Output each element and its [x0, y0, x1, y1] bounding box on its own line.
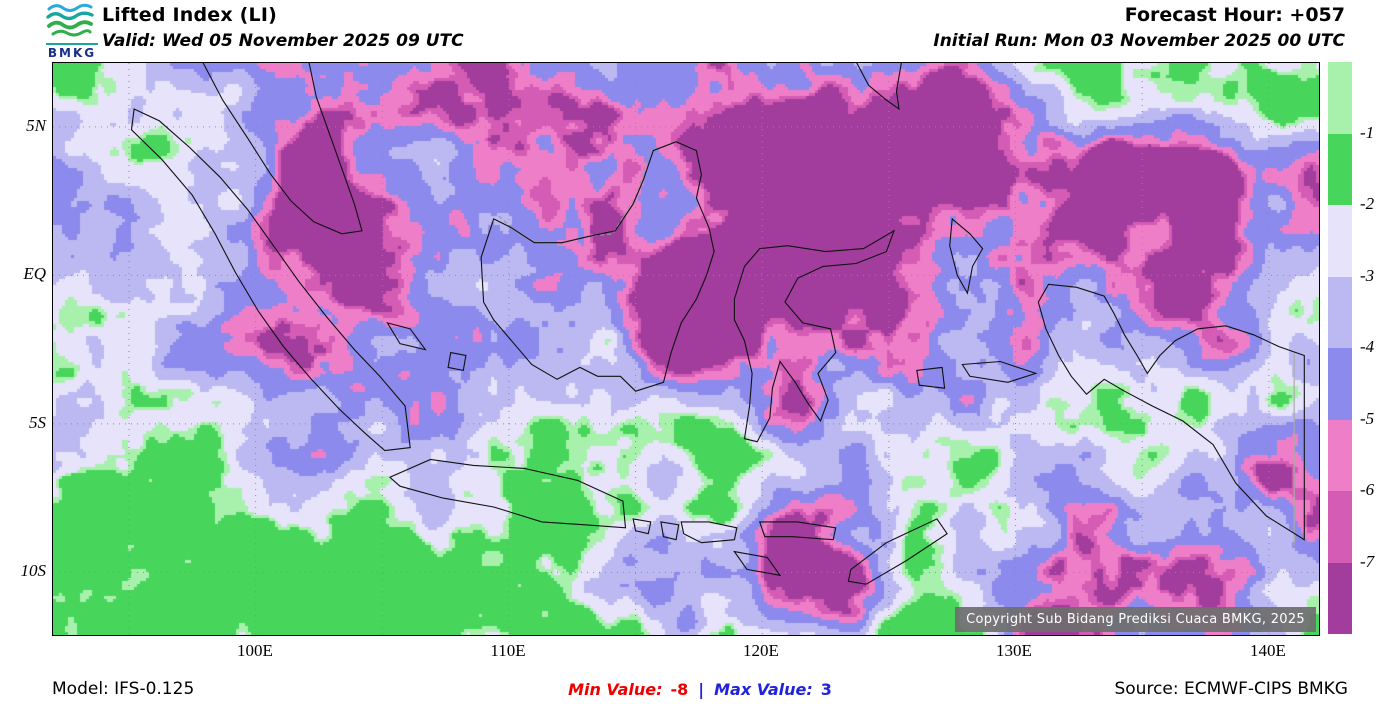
legend-label: -6: [1360, 480, 1375, 499]
lat-label-10s: 10S: [20, 561, 47, 580]
map-path: [1037, 283, 1305, 541]
minmax-separator: |: [698, 680, 705, 699]
page-title: Lifted Index (LI): [102, 4, 277, 26]
copyright-badge: Copyright Sub Bidang Prediksi Cuaca BMKG…: [955, 607, 1316, 632]
map-path: [961, 360, 1038, 383]
legend-label: -2: [1360, 194, 1375, 213]
min-value-label: Min Value:: [568, 680, 663, 699]
model-label: Model: IFS-0.125: [52, 679, 195, 699]
legend-color-block: [1328, 133, 1352, 205]
bmkg-logo: BMKG: [44, 2, 100, 60]
map-path: [856, 63, 902, 111]
map-path: [916, 366, 946, 389]
legend-color-block: [1328, 562, 1352, 634]
lat-label-5n: 5N: [26, 116, 46, 135]
min-value: -8: [670, 680, 689, 699]
logo-divider: [46, 43, 98, 45]
map-path: [498, 144, 672, 247]
legend-label: -1: [1360, 122, 1375, 142]
legend-color-block: [1328, 491, 1352, 563]
map-path: [388, 458, 627, 529]
legend-color-block: [1328, 419, 1352, 491]
lat-label-eq: EQ: [23, 264, 46, 283]
map-path: [758, 521, 837, 541]
map-path: [447, 351, 467, 372]
lat-label-5s: 5S: [29, 413, 46, 432]
map-path: [632, 518, 652, 535]
map-path: [949, 217, 984, 295]
max-value: 3: [820, 680, 832, 699]
map-path: [202, 63, 363, 235]
map-path: [660, 521, 680, 541]
map-path: [733, 550, 782, 577]
legend-label: -7: [1360, 551, 1375, 571]
lon-label-130e: 130E: [996, 641, 1032, 660]
forecast-hour-label: Forecast Hour: +057: [1124, 4, 1345, 26]
bmkg-logo-text: BMKG: [47, 46, 97, 60]
li-field-canvas: [53, 63, 1319, 635]
lon-label-140e: 140E: [1250, 641, 1286, 660]
max-value-label: Max Value:: [714, 680, 813, 699]
legend-color-block: [1328, 348, 1352, 420]
map-path: [733, 229, 896, 443]
lon-label-120e: 120E: [743, 641, 779, 660]
legend-color-block: [1328, 62, 1352, 134]
legend-color-block: [1328, 205, 1352, 277]
map-path: [680, 521, 738, 544]
legend-label: -3: [1360, 265, 1375, 285]
source-label: Source: ECMWF-CIPS BMKG: [1114, 679, 1348, 699]
minmax-values: Min Value: -8 | Max Value: 3: [0, 680, 1400, 699]
map-path: [480, 141, 715, 392]
valid-time-label: Valid: Wed 05 November 2025 09 UTC: [102, 31, 464, 51]
legend-label: -5: [1360, 408, 1375, 428]
legend-color-block: [1328, 276, 1352, 348]
legend-colorbar: [1328, 62, 1352, 634]
bmkg-logo-waves-icon: [46, 3, 94, 37]
legend-label: -4: [1360, 337, 1375, 356]
map-area: Copyright Sub Bidang Prediksi Cuaca BMKG…: [52, 62, 1320, 636]
lon-label-110e: 110E: [490, 641, 526, 660]
map-path: [386, 322, 427, 351]
coastline-overlay: [53, 63, 1319, 635]
map-path: [847, 518, 948, 585]
initial-run-label: Initial Run: Mon 03 November 2025 00 UTC: [933, 31, 1345, 51]
map-path: [130, 108, 411, 452]
lon-label-100e: 100E: [237, 641, 273, 660]
